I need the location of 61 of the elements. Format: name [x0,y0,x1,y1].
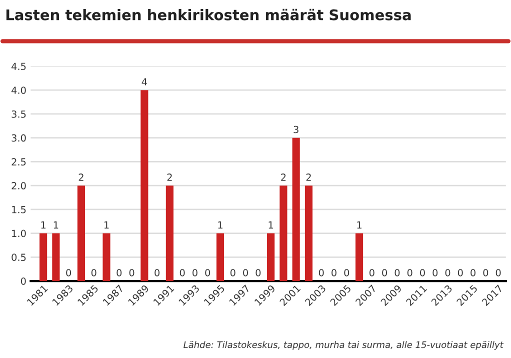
bar [52,233,60,282]
data-label: 1 [218,221,222,228]
data-label: 0 [496,269,501,276]
chart-title: Lasten tekemien henkirikosten määrät Suomessa [6,8,411,20]
data-label: 0 [394,269,400,276]
bar [140,90,148,282]
text: Lähde: Tilastokeskus, tappo, murha tai surma, alle 15-vuotiaat epäillyt [184,341,504,350]
bar [102,233,110,282]
data-label: 0 [180,269,185,276]
data-label: 2 [281,174,286,181]
bar [77,186,86,282]
data-label: 0 [318,269,324,276]
y-tick-label: 0.5 [12,254,26,261]
data-label: 0 [154,269,160,276]
data-label: 0 [458,269,463,276]
y-tick-label: 4.5 [12,62,26,70]
data-label: 2 [306,174,311,181]
data-label: 1 [357,221,362,228]
data-label: 2 [167,174,172,181]
y-tick-label: 1.0 [12,230,26,238]
bar [267,233,275,282]
bar [355,233,364,282]
y-tick-label: 2.0 [12,182,26,190]
data-label: 3 [294,126,298,134]
data-label: 0 [256,269,261,276]
y-tick-label: 3.0 [12,134,26,142]
bar [292,138,300,282]
data-label: 0 [332,269,336,276]
bar [304,186,313,282]
data-label: 0 [445,269,450,276]
data-label: 1 [104,221,109,228]
data-label: 0 [432,269,438,276]
data-label: 0 [470,269,476,276]
data-label: 0 [483,269,488,276]
data-label: 0 [205,269,210,276]
y-tick-label: 1.5 [12,206,26,214]
bar [40,233,48,282]
bar [216,233,224,282]
data-label: 0 [91,269,96,276]
bar [166,186,174,282]
data-label: 2 [78,174,84,181]
data-label: 0 [116,269,122,276]
y-tick-label: 0 [20,278,26,285]
data-label: 1 [268,221,273,228]
data-label: 0 [407,269,412,276]
data-label: 0 [369,269,374,276]
y-tick-label: 4.0 [12,86,26,94]
data-label: 0 [129,269,134,276]
bar [280,186,288,282]
data-label: 0 [230,269,236,276]
data-label: 0 [66,269,72,276]
data-label: 0 [192,269,198,276]
data-label: 1 [54,221,58,228]
data-label: 1 [41,221,46,228]
y-tick-label: 2.5 [12,158,26,166]
data-label: 0 [344,269,350,276]
data-label: 0 [243,269,248,276]
y-tick-label: 3.5 [12,110,26,118]
data-label: 0 [420,269,425,276]
data-label: 0 [382,269,387,276]
data-label: 4 [142,78,147,86]
